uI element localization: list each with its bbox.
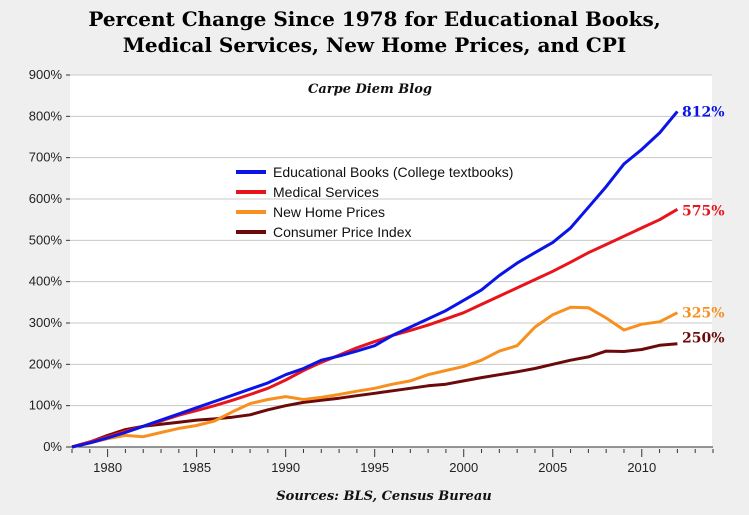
- gridlines: [70, 74, 712, 407]
- y-tick-label: 400%: [29, 274, 63, 289]
- legend-label: Medical Services: [273, 184, 379, 200]
- y-tick-label: 300%: [29, 315, 63, 330]
- end-value-label: 325%: [682, 306, 725, 322]
- y-tick-label: 0%: [43, 439, 62, 454]
- end-value-label: 812%: [682, 104, 725, 120]
- end-value-label: 250%: [682, 331, 725, 347]
- legend: Educational Books (College textbooks) Med…: [236, 164, 513, 240]
- end-value-label: 575%: [682, 203, 725, 219]
- x-tick-label: 2010: [627, 460, 656, 475]
- x-tick-label: 1990: [271, 460, 300, 475]
- subtitle: Carpe Diem Blog: [308, 82, 432, 97]
- y-tick-label: 500%: [29, 232, 63, 247]
- x-tick-label: 1980: [93, 460, 122, 475]
- y-tick-label: 700%: [29, 150, 63, 165]
- end-labels: 812% 575% 325% 250%: [682, 104, 725, 346]
- x-tick-label: 2000: [449, 460, 478, 475]
- legend-label: New Home Prices: [273, 204, 385, 220]
- title-line-2: Medical Services, New Home Prices, and C…: [122, 33, 627, 57]
- y-tick-label: 800%: [29, 108, 63, 123]
- series-line: [71, 342, 678, 449]
- y-tick-label: 600%: [29, 191, 63, 206]
- series-line: [71, 110, 679, 449]
- title-line-1: Percent Change Since 1978 for Educationa…: [88, 7, 661, 31]
- legend-label: Consumer Price Index: [273, 224, 412, 240]
- x-tick-label: 2005: [538, 460, 567, 475]
- chart-title: Percent Change Since 1978 for Educationa…: [0, 6, 749, 58]
- y-tick-label: 100%: [29, 398, 63, 413]
- y-tick-label: 200%: [29, 356, 63, 371]
- y-axis: 0% 100% 200% 300% 400% 500% 600% 700% 800% 900%: [29, 67, 70, 454]
- y-tick-label: 900%: [29, 67, 63, 82]
- x-tick-label: 1985: [182, 460, 211, 475]
- x-tick-label: 1995: [360, 460, 389, 475]
- series-line: [71, 305, 679, 449]
- legend-label: Educational Books (College textbooks): [273, 164, 513, 180]
- x-axis: 1980 1985 1990 1995 2000 2005 2010: [70, 446, 714, 475]
- source-note: Sources: BLS, Census Bureau: [276, 489, 491, 504]
- series-lines: [71, 110, 679, 449]
